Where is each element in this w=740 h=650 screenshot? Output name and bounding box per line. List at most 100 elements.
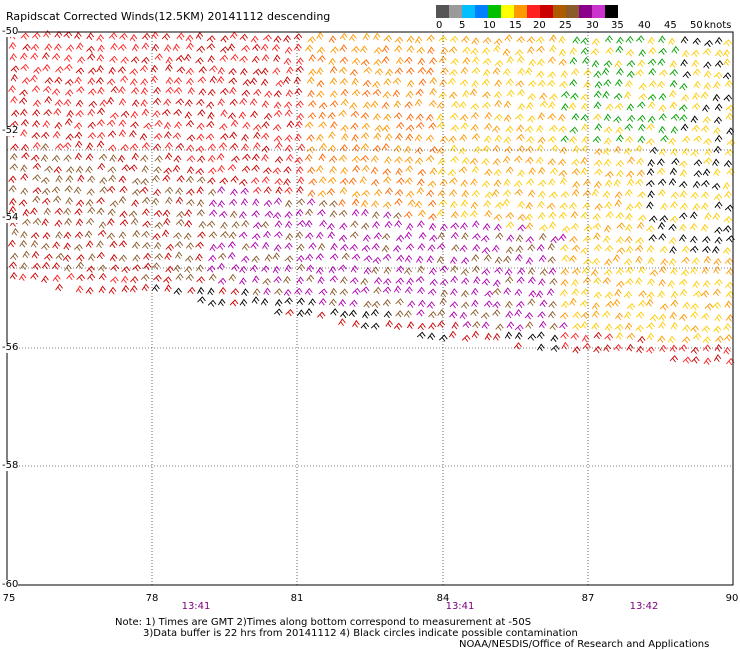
wind-barb <box>385 187 393 195</box>
wind-barb <box>370 200 380 208</box>
wind-barb <box>196 264 204 272</box>
wind-barb <box>360 155 369 163</box>
wind-barb <box>196 133 205 142</box>
wind-barb <box>316 90 325 98</box>
wind-barb <box>615 45 624 54</box>
wind-barb <box>329 200 338 208</box>
wind-barb <box>252 186 262 194</box>
wind-barb <box>373 113 381 121</box>
wind-barb <box>296 185 304 194</box>
wind-barb <box>217 164 225 173</box>
wind-barb <box>231 263 240 272</box>
wind-barb <box>86 142 94 151</box>
wind-barb <box>306 198 316 206</box>
wind-barb <box>494 134 503 143</box>
wind-barb <box>514 188 524 196</box>
wind-barb <box>657 178 667 186</box>
wind-barb <box>164 186 174 194</box>
wind-barb <box>690 211 698 220</box>
wind-barb <box>163 131 172 139</box>
wind-barb <box>724 300 732 309</box>
wind-barb <box>659 303 669 311</box>
wind-barb <box>228 231 237 240</box>
wind-barb <box>492 67 501 75</box>
wind-barb <box>185 273 194 281</box>
wind-barb <box>626 332 636 340</box>
wind-barb <box>559 80 568 89</box>
wind-barb <box>626 170 635 178</box>
wind-barb <box>470 47 479 56</box>
wind-barb <box>240 187 249 195</box>
wind-barb <box>207 111 215 120</box>
wind-barb <box>494 60 504 68</box>
wind-barb <box>274 142 283 150</box>
wind-barb <box>713 266 721 274</box>
wind-barb <box>273 54 281 63</box>
wind-barb <box>306 274 315 282</box>
wind-barb <box>593 345 602 354</box>
wind-barb <box>85 153 94 161</box>
wind-barb <box>361 89 371 97</box>
wind-barb <box>129 130 137 138</box>
wind-barb <box>724 204 734 212</box>
wind-barb <box>163 98 172 106</box>
wind-barb <box>352 144 361 152</box>
colorbar-tick-label: 10 <box>483 20 496 31</box>
wind-barb <box>624 123 633 131</box>
wind-barb <box>42 120 51 128</box>
wind-barb <box>594 203 603 211</box>
wind-barb <box>448 135 457 144</box>
wind-barb <box>693 135 703 143</box>
wind-barb <box>275 186 283 195</box>
wind-barb <box>131 177 141 185</box>
wind-barb <box>31 85 41 93</box>
wind-barb <box>42 231 51 240</box>
wind-barb <box>472 265 480 273</box>
wind-barb <box>471 165 480 174</box>
wind-barb <box>547 71 556 79</box>
wind-barb <box>106 78 116 86</box>
wind-barb <box>491 125 501 133</box>
wind-barb <box>196 122 205 131</box>
wind-barb <box>142 196 151 205</box>
wind-barb <box>183 232 192 241</box>
wind-barb <box>382 168 391 176</box>
wind-barb <box>426 255 434 264</box>
wind-barb <box>416 255 424 264</box>
wind-barb <box>21 152 30 160</box>
wind-barb <box>44 165 53 173</box>
wind-barb <box>658 321 667 329</box>
wind-barb <box>274 178 283 186</box>
wind-barb <box>361 164 370 173</box>
wind-barb <box>483 135 492 143</box>
wind-barb <box>370 155 379 163</box>
wind-barb <box>603 158 612 167</box>
colorbar-segment <box>475 5 488 18</box>
wind-barb <box>153 132 163 141</box>
wind-barb <box>40 131 50 139</box>
wind-barb <box>372 211 380 219</box>
wind-barb <box>481 180 491 188</box>
wind-barb <box>657 290 666 299</box>
wind-barb <box>637 101 646 109</box>
latitude-label: -52 <box>2 125 19 136</box>
wind-barb <box>75 285 84 294</box>
wind-barb <box>459 79 469 87</box>
wind-barb <box>307 36 316 44</box>
wind-barb <box>506 234 515 242</box>
wind-barb <box>679 288 688 297</box>
wind-barb <box>615 236 624 244</box>
wind-barb <box>623 258 633 266</box>
wind-barb <box>438 91 447 99</box>
wind-barb <box>31 132 40 140</box>
wind-barb <box>394 36 404 44</box>
wind-barb <box>65 197 73 205</box>
wind-barb <box>327 111 336 120</box>
wind-barb <box>140 154 149 163</box>
wind-barb <box>230 53 239 62</box>
wind-barb <box>351 191 361 199</box>
wind-barb <box>263 230 271 239</box>
wind-barb <box>450 288 458 296</box>
wind-barb <box>370 100 379 109</box>
wind-barb <box>580 37 589 45</box>
